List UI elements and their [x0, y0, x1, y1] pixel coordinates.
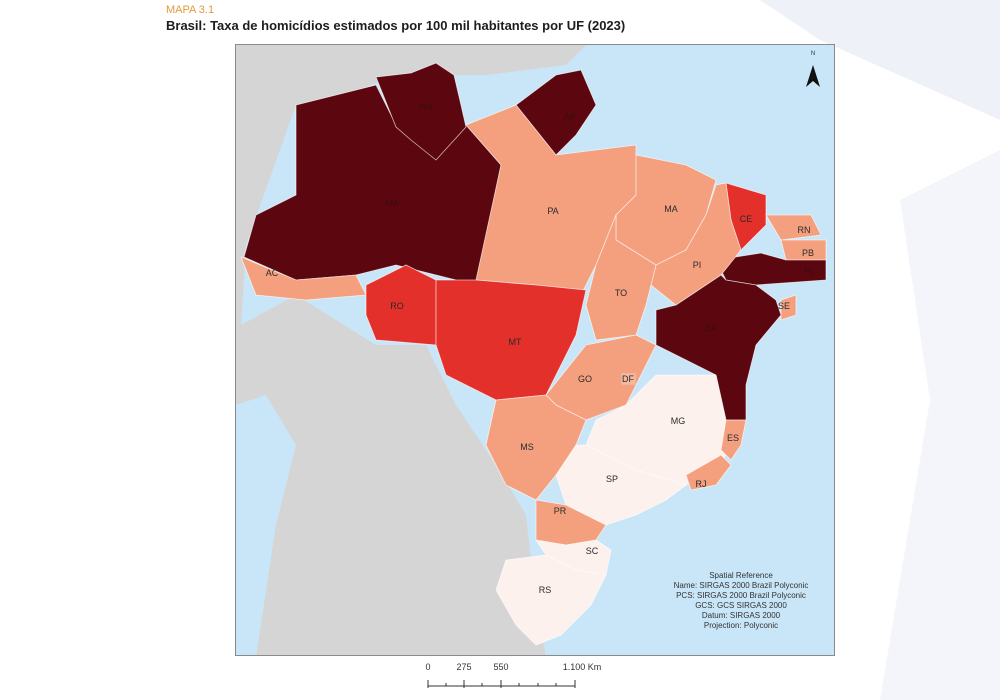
uf-label-se: SE: [777, 301, 791, 311]
legend-projection: Projection: Polyconic: [703, 621, 779, 630]
map-title: Brasil: Taxa de homicídios estimados por…: [166, 18, 626, 33]
uf-label-ro: RO: [390, 301, 404, 311]
legend-gcs: GCS: GCS SIRGAS 2000: [695, 601, 787, 610]
uf-label-pb: PB: [801, 248, 815, 258]
spatial-reference-legend: Spatial Reference Name: SIRGAS 2000 Braz…: [656, 571, 826, 631]
legend-heading: Spatial Reference: [709, 571, 773, 580]
uf-label-rr: RR: [419, 102, 433, 112]
scale-label-1100: 1.100 Km: [562, 662, 602, 672]
uf-label-mt: MT: [508, 337, 522, 347]
uf-label-es: ES: [726, 433, 740, 443]
north-arrow: N: [802, 51, 824, 91]
uf-label-df: DF: [622, 374, 634, 384]
uf-label-am: AM: [384, 198, 398, 208]
other-countries: [236, 45, 586, 655]
legend-name: Name: SIRGAS 2000 Brazil Polyconic: [673, 581, 809, 590]
background-decoration: [760, 0, 1000, 700]
uf-label-go: GO: [577, 374, 593, 384]
uf-label-rj: RJ: [695, 479, 707, 489]
scale-label-550: 550: [493, 662, 509, 672]
scale-ticks: [427, 680, 576, 688]
uf-label-pa: PA: [547, 206, 559, 216]
map-number-label: MAPA 3.1: [166, 4, 215, 16]
scale-label-275: 275: [456, 662, 472, 672]
uf-label-ms: MS: [520, 442, 534, 452]
legend-pcs: PCS: SIRGAS 2000 Brazil Polyconic: [676, 591, 806, 600]
north-letter: N: [810, 51, 816, 57]
uf-label-ma: MA: [664, 204, 678, 214]
uf-label-rs: RS: [538, 585, 552, 595]
uf-label-pi: PI: [692, 260, 702, 270]
north-arrow-icon: [806, 65, 820, 87]
legend-datum: Datum: SIRGAS 2000: [701, 611, 781, 620]
uf-label-sc: SC: [585, 546, 599, 556]
uf-label-pr: PR: [553, 506, 567, 516]
uf-label-ce: CE: [739, 214, 753, 224]
scale-label-0: 0: [425, 662, 431, 672]
scale-bar: 0 275 550 1.100 Km: [420, 662, 620, 692]
uf-label-ba: BA: [704, 323, 718, 333]
uf-label-rn: RN: [797, 225, 811, 235]
uf-label-mg: MG: [670, 416, 686, 426]
uf-label-ac: AC: [265, 268, 279, 278]
uf-label-pe: PE: [803, 266, 817, 276]
map-frame: AC AM RR AP PA MA CE RN PB PE PI TO RO M…: [235, 44, 835, 656]
uf-label-ap: AP: [563, 112, 577, 122]
uf-label-to: TO: [614, 288, 628, 298]
uf-label-sp: SP: [605, 474, 619, 484]
chile-pacific-strip: [236, 395, 296, 655]
map-canvas: [236, 45, 834, 655]
